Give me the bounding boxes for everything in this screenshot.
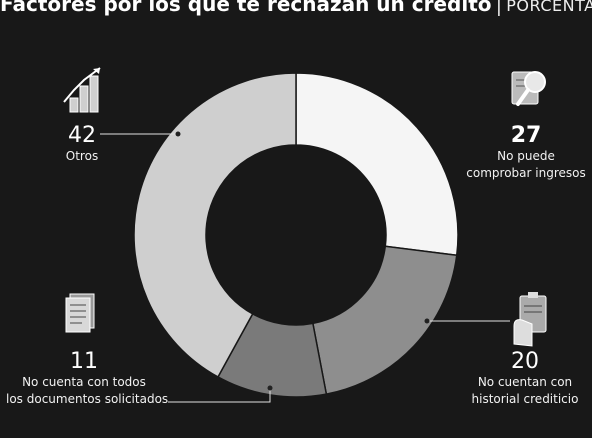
label-otros-text: Otros — [65, 149, 99, 163]
chart-title-main: Factores por los que te rechazan un créd… — [0, 0, 492, 16]
label-historial: 20 No cuentan con historial crediticio — [462, 350, 588, 408]
title-separator: | — [495, 0, 503, 16]
label-documentos-line1: No cuenta con todos — [22, 375, 146, 389]
leader-dot-historial — [424, 318, 430, 324]
bar-chart-growth-icon — [63, 67, 101, 113]
leader-dot-documentos — [267, 385, 273, 391]
chart-title: Factores por los que te rechazan un créd… — [0, 0, 592, 19]
magnifier-icon — [511, 71, 546, 106]
label-documentos: 11 No cuenta con todos los documentos so… — [6, 349, 169, 408]
label-otros: 42 Otros — [52, 124, 112, 165]
label-historial-value: 20 — [511, 349, 539, 374]
label-ingresos: 27 No puede comprobar ingresos — [462, 124, 590, 182]
clipboard-hand-icon — [513, 292, 547, 347]
label-documentos-line2: los documentos solicitados — [6, 392, 169, 406]
leader-line-documentos — [168, 388, 271, 403]
label-ingresos-value: 27 — [510, 123, 542, 148]
label-historial-line2: historial crediticio — [471, 392, 579, 406]
chart-subtitle: PORCENTAJE — [506, 0, 592, 15]
label-otros-value: 42 — [68, 123, 96, 148]
document-stack-icon — [65, 293, 95, 333]
slice-otros — [133, 72, 297, 378]
label-ingresos-line2: comprobar ingresos — [466, 166, 586, 180]
label-ingresos-line1: No puede — [497, 149, 555, 163]
slice-historial — [311, 245, 458, 396]
leader-dot-otros — [175, 131, 181, 137]
slice-ingresos — [295, 72, 459, 257]
label-historial-line1: No cuentan con — [477, 375, 573, 389]
label-documentos-value: 11 — [70, 349, 98, 374]
